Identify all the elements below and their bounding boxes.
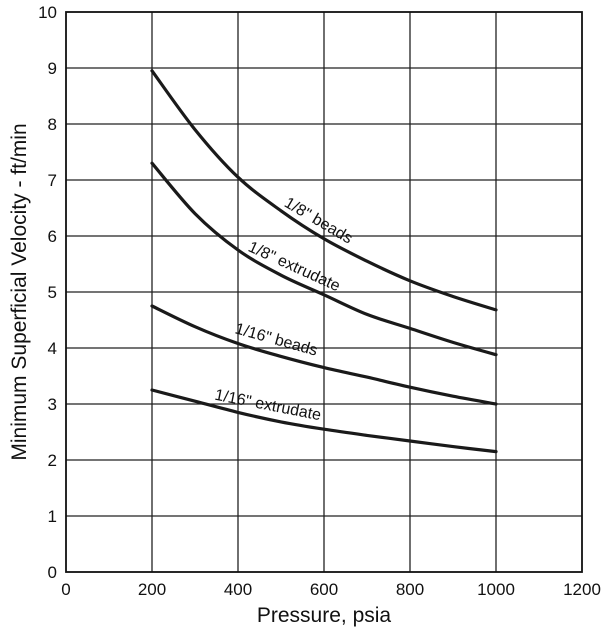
x-tick-label: 1200: [563, 580, 601, 599]
y-tick-label: 2: [48, 451, 57, 470]
y-axis-title: Minimum Superficial Velocity - ft/min: [8, 123, 31, 460]
x-tick-label: 400: [224, 580, 252, 599]
x-tick-label: 600: [310, 580, 338, 599]
y-tick-label: 4: [48, 339, 57, 358]
curves: [150, 69, 498, 454]
y-tick-label: 5: [48, 283, 57, 302]
series-line: [150, 304, 498, 406]
y-tick-label: 10: [38, 3, 57, 22]
x-tick-label: 200: [138, 580, 166, 599]
y-tick-label: 6: [48, 227, 57, 246]
x-axis-title: Pressure, psia: [257, 604, 392, 627]
y-tick-label: 7: [48, 171, 57, 190]
x-tick-label: 1000: [477, 580, 515, 599]
y-tick-label: 3: [48, 395, 57, 414]
series-label: 1/8" extrudate: [245, 239, 342, 296]
x-tick-labels: 0 200 400 600 800 1000 1200: [61, 580, 601, 599]
series-line: [150, 388, 498, 454]
grid-lines: [66, 12, 582, 572]
y-tick-label: 1: [48, 507, 57, 526]
x-tick-label: 800: [396, 580, 424, 599]
series-label: 1/8" beads: [281, 194, 355, 247]
plot-frame: [65, 11, 583, 573]
x-tick-label: 0: [61, 580, 70, 599]
y-tick-label: 8: [48, 115, 57, 134]
y-tick-labels: 0 1 2 3 4 5 6 7 8 9 10: [38, 3, 57, 582]
y-tick-label: 9: [48, 59, 57, 78]
y-tick-label: 0: [48, 563, 57, 582]
series-line: [150, 69, 498, 312]
series-line: [150, 161, 498, 357]
